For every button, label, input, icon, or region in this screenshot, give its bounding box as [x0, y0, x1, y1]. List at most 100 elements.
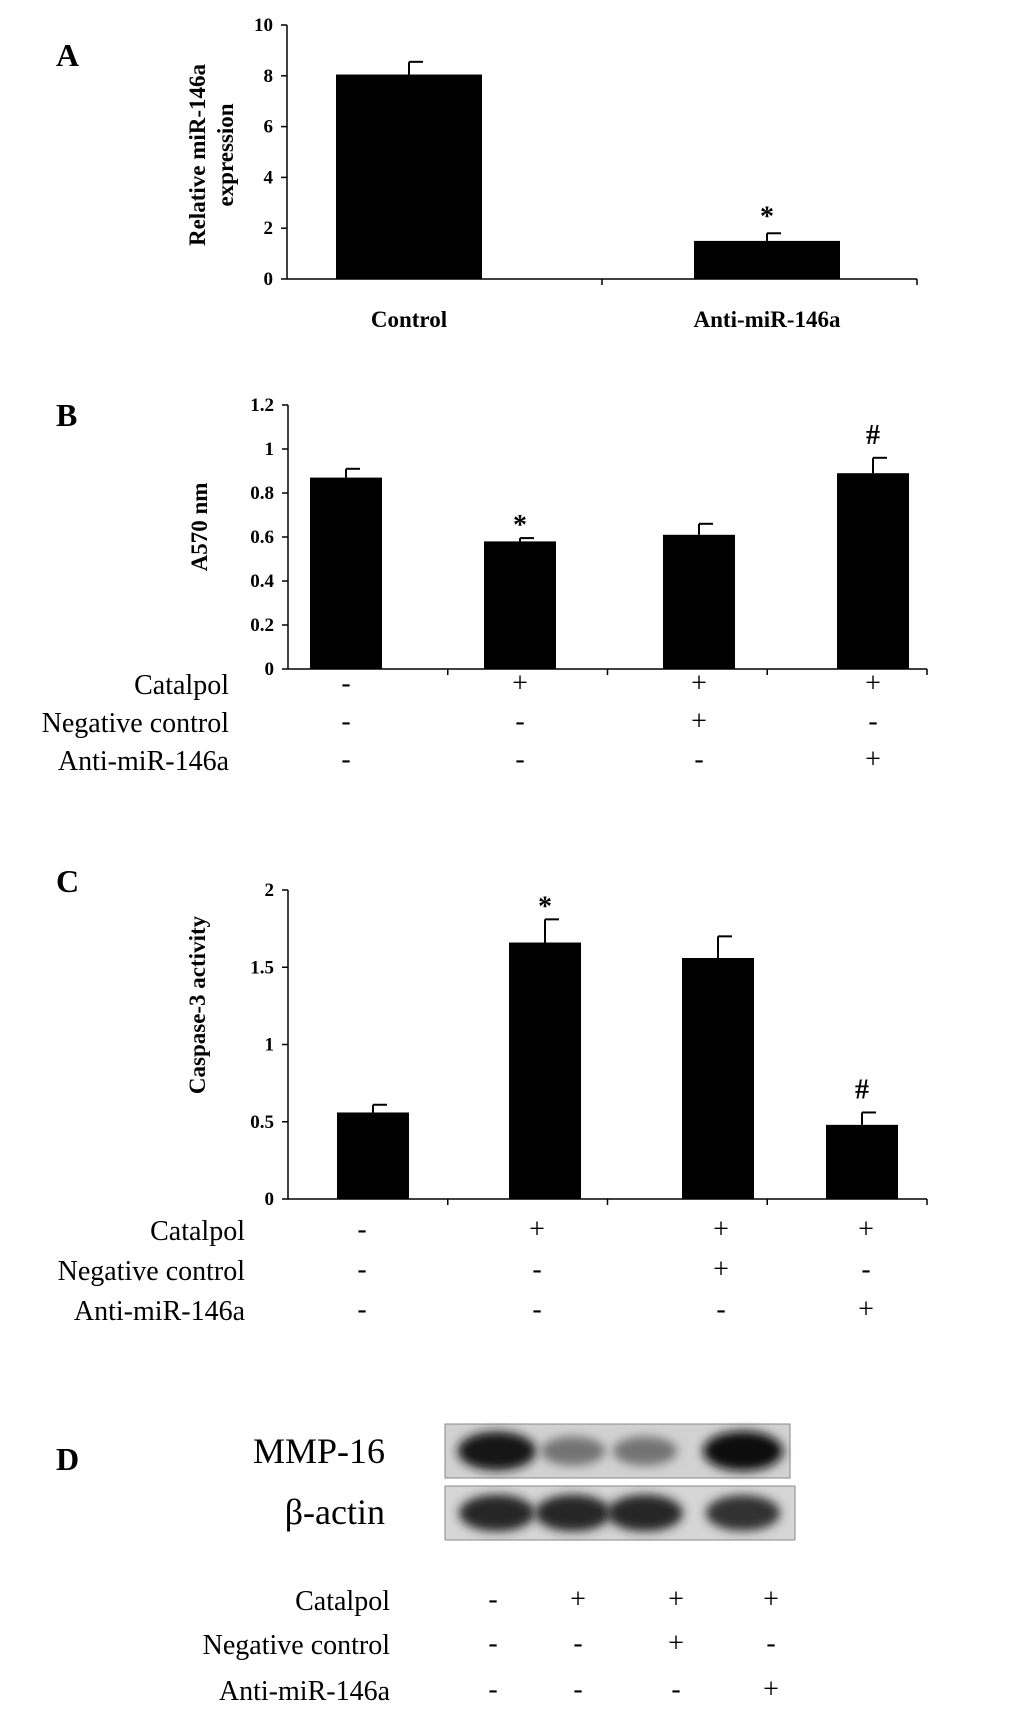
chart-c: Caspase-3 activity 0 0.5 1 1.5 2 * # Catalpol - +…: [58, 880, 928, 1327]
bar-a: [336, 74, 482, 279]
condition-label-c: Negative control: [58, 1256, 246, 1287]
condition-label-c: Catalpol: [150, 1216, 245, 1247]
chart-b: A570 nm 0 0.2 0.4 0.6 0.8 1 1.2 * # Catalpol - + + + N…: [42, 395, 928, 777]
y-tick-label-a: 6: [264, 117, 274, 138]
condition-sign-d: -: [488, 1674, 497, 1705]
band-label-mmp16: MMP-16: [253, 1431, 385, 1471]
condition-sign-d: -: [766, 1628, 775, 1659]
category-label-a: Control: [371, 307, 447, 332]
chart-a: Relative miR-146a expression 0 2 4 6 8 10 * Con…: [185, 15, 918, 332]
condition-sign-d: -: [488, 1628, 497, 1659]
panel-letter-d: D: [56, 1441, 79, 1477]
bar-c: [509, 942, 581, 1199]
condition-label-b: Anti-miR-146a: [58, 746, 230, 777]
blot-band-bactin: [705, 1495, 781, 1531]
condition-sign-b: -: [868, 706, 877, 737]
condition-sign-b: +: [691, 706, 707, 737]
condition-sign-d: +: [763, 1674, 779, 1705]
condition-sign-b: -: [341, 706, 350, 737]
y-axis-label-a: Relative miR-146a expression: [185, 63, 238, 246]
y-axis-label-b: A570 nm: [187, 483, 212, 572]
condition-sign-c: -: [716, 1294, 725, 1325]
condition-sign-c: -: [357, 1254, 366, 1285]
condition-sign-c: -: [532, 1294, 541, 1325]
condition-sign-c: +: [713, 1254, 729, 1285]
condition-label-d: Catalpol: [295, 1586, 390, 1617]
condition-sign-b: -: [515, 744, 524, 775]
condition-sign-b: +: [691, 668, 707, 699]
y-tick-label-b: 0: [265, 659, 275, 680]
condition-sign-b: -: [515, 706, 524, 737]
condition-sign-d: +: [668, 1628, 684, 1659]
y-tick-label-b: 0.4: [250, 571, 274, 592]
bar-b: [663, 534, 735, 669]
condition-sign-d: +: [570, 1584, 586, 1615]
significance-marker-b: #: [866, 420, 880, 451]
condition-label-d: Anti-miR-146a: [219, 1676, 391, 1707]
bar-b: [484, 541, 556, 669]
condition-sign-c: +: [858, 1214, 874, 1245]
condition-sign-d: -: [488, 1584, 497, 1615]
condition-sign-c: +: [858, 1294, 874, 1325]
condition-label-b: Negative control: [42, 708, 230, 739]
y-tick-label-a: 2: [264, 218, 274, 239]
blot-band-mmp16: [703, 1431, 783, 1471]
condition-label-d: Negative control: [203, 1630, 391, 1661]
condition-sign-d: +: [763, 1584, 779, 1615]
panel-letter-c: C: [56, 863, 79, 899]
western-blot: MMP-16 β-actin Catalpol - + + + Negative cont…: [203, 1423, 796, 1707]
blot-band-bactin: [459, 1494, 535, 1532]
y-tick-label-b: 1.2: [250, 395, 274, 416]
condition-sign-c: +: [529, 1214, 545, 1245]
condition-sign-c: -: [861, 1254, 870, 1285]
condition-label-b: Catalpol: [134, 670, 229, 701]
y-tick-label-c: 2: [265, 880, 275, 901]
condition-sign-b: -: [341, 744, 350, 775]
y-tick-label-c: 1: [265, 1035, 275, 1056]
bar-b: [310, 477, 382, 669]
y-tick-label-c: 0.5: [250, 1112, 274, 1133]
condition-sign-d: +: [668, 1584, 684, 1615]
blot-band-mmp16: [612, 1436, 678, 1466]
y-tick-label-a: 0: [264, 269, 274, 290]
condition-sign-b: -: [694, 744, 703, 775]
bar-c: [682, 957, 754, 1199]
y-tick-label-a: 8: [264, 66, 274, 87]
bar-c: [826, 1124, 898, 1199]
y-tick-label-c: 1.5: [250, 957, 274, 978]
condition-sign-b: +: [865, 668, 881, 699]
y-tick-label-b: 0.2: [250, 615, 274, 636]
significance-marker-a: *: [760, 201, 774, 232]
band-label-bactin: β-actin: [285, 1492, 385, 1532]
bar-a: [694, 240, 840, 279]
significance-marker-b: *: [513, 510, 527, 541]
blot-band-mmp16: [540, 1436, 606, 1466]
condition-label-c: Anti-miR-146a: [74, 1296, 246, 1327]
condition-sign-b: +: [512, 668, 528, 699]
blot-band-bactin: [535, 1494, 611, 1532]
bar-c: [337, 1112, 409, 1199]
condition-sign-b: +: [865, 744, 881, 775]
condition-sign-d: -: [573, 1674, 582, 1705]
condition-sign-c: -: [357, 1294, 366, 1325]
y-tick-label-a: 4: [264, 167, 274, 188]
y-tick-label-a: 10: [254, 15, 273, 36]
y-tick-label-b: 0.8: [250, 483, 274, 504]
panel-letter-b: B: [56, 397, 77, 433]
significance-marker-c: *: [538, 891, 552, 922]
y-tick-label-b: 0.6: [250, 527, 274, 548]
condition-sign-c: -: [532, 1254, 541, 1285]
y-axis-label-a-line1: Relative miR-146a: [185, 63, 210, 246]
y-axis-label-a-line2: expression: [213, 103, 238, 206]
condition-sign-d: -: [573, 1628, 582, 1659]
condition-sign-b: -: [341, 668, 350, 699]
y-tick-label-b: 1: [265, 439, 275, 460]
condition-sign-c: +: [713, 1214, 729, 1245]
blot-band-bactin: [607, 1494, 683, 1532]
significance-marker-c: #: [855, 1074, 869, 1105]
condition-sign-c: -: [357, 1214, 366, 1245]
y-tick-label-c: 0: [265, 1189, 275, 1210]
y-axis-label-c: Caspase-3 activity: [185, 915, 210, 1094]
bar-b: [837, 473, 909, 669]
